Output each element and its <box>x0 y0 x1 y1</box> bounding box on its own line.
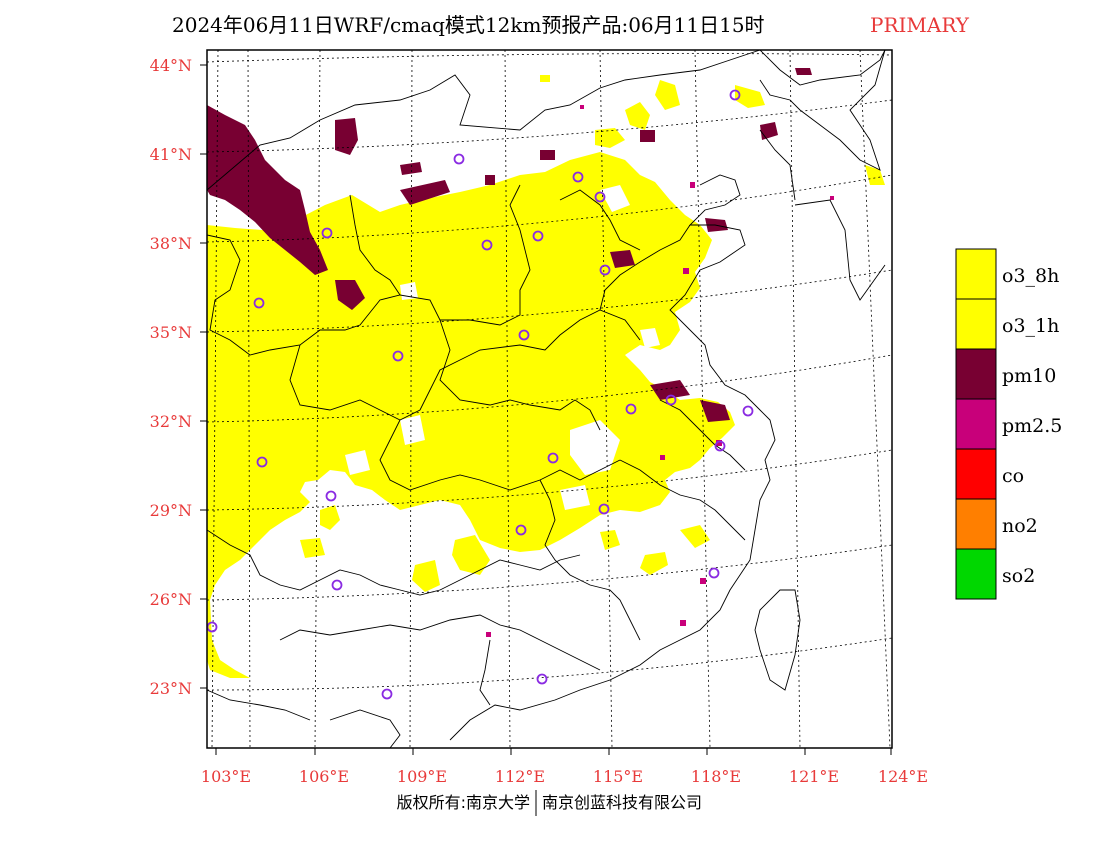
map-frame <box>206 49 893 749</box>
lat-ticks <box>200 64 207 689</box>
lon-label: 118°E <box>691 767 741 786</box>
legend-label: pm10 <box>1002 365 1056 387</box>
legend-swatch <box>955 448 997 500</box>
legend-swatch <box>955 498 997 550</box>
lon-label: 106°E <box>299 767 349 786</box>
lat-label: 44°N <box>150 56 192 75</box>
lat-labels: 44°N 41°N 38°N 35°N 32°N 29°N 26°N 23°N <box>150 56 192 698</box>
lon-label: 124°E <box>878 767 928 786</box>
lat-label: 23°N <box>150 679 192 698</box>
legend-swatch <box>955 248 997 300</box>
legend-label: pm2.5 <box>1002 415 1062 437</box>
company-text: 南京创蓝科技有限公司 <box>542 793 702 812</box>
legend-swatch <box>955 548 997 600</box>
lat-label: 26°N <box>150 590 192 609</box>
map-title: 2024年06月11日WRF/cmaq模式12km预报产品:06月11日15时 <box>172 13 765 37</box>
lat-label: 35°N <box>150 323 192 342</box>
lat-label: 32°N <box>150 412 192 431</box>
legend-label: co <box>1002 465 1024 487</box>
lon-label: 112°E <box>495 767 545 786</box>
boundaries <box>207 50 886 748</box>
copyright-text: 版权所有:南京大学 <box>397 793 530 812</box>
lon-labels: 103°E 106°E 109°E 112°E 115°E 118°E 121°… <box>201 767 928 786</box>
lon-ticks <box>215 748 892 755</box>
legend-swatch <box>955 398 997 450</box>
pm25-spots <box>486 105 834 637</box>
legend-label: no2 <box>1002 515 1038 537</box>
station-markers <box>207 89 754 700</box>
primary-tag: PRIMARY <box>870 13 970 37</box>
legend-swatch <box>955 348 997 400</box>
legend-swatch <box>955 298 997 350</box>
lat-label: 38°N <box>150 234 192 253</box>
legend-label: so2 <box>1002 565 1035 587</box>
legend: o3_8h o3_1h pm10 pm2.5 co no2 so2 <box>955 248 1062 600</box>
lat-label: 41°N <box>150 145 192 164</box>
lon-label: 115°E <box>593 767 643 786</box>
legend-label: o3_8h <box>1002 265 1059 287</box>
map-area <box>207 50 892 748</box>
lon-label: 109°E <box>397 767 447 786</box>
lon-label: 121°E <box>789 767 839 786</box>
lon-label: 103°E <box>201 767 251 786</box>
lat-label: 29°N <box>150 501 192 520</box>
legend-label: o3_1h <box>1002 315 1059 337</box>
pm10-region <box>207 68 812 422</box>
graticule <box>207 50 892 748</box>
